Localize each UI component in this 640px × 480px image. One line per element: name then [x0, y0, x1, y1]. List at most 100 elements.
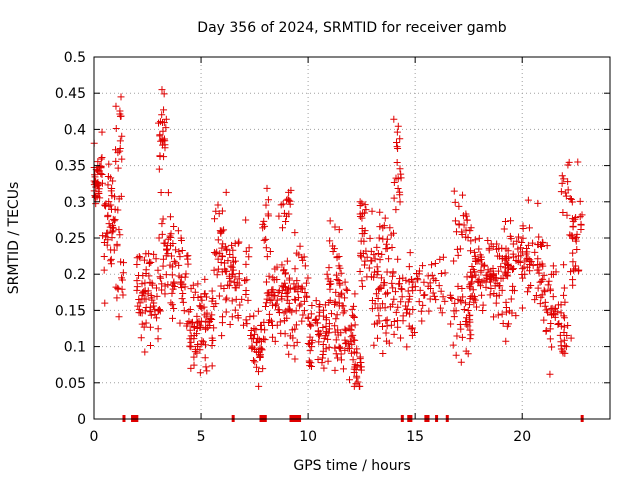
data-point: [341, 278, 349, 286]
data-point: [390, 318, 398, 326]
data-point: [356, 267, 364, 275]
data-point: [218, 244, 226, 252]
data-point: [543, 308, 551, 316]
data-point: [191, 288, 199, 296]
data-point: [339, 302, 347, 310]
data-point: [179, 290, 187, 298]
data-point: [163, 246, 171, 254]
data-point: [264, 212, 272, 220]
data-point: [563, 211, 571, 219]
data-point: [397, 334, 405, 342]
data-point: [168, 252, 176, 260]
data-point: [404, 298, 412, 306]
data-point: [218, 268, 226, 276]
data-point: [255, 382, 263, 390]
data-point: [379, 235, 387, 243]
data-point: [254, 307, 262, 315]
data-point: [531, 248, 539, 256]
data-point: [349, 331, 357, 339]
data-point: [549, 270, 557, 278]
data-point: [505, 307, 513, 315]
data-point: [176, 253, 184, 261]
data-point: [147, 292, 155, 300]
data-point: [552, 304, 560, 312]
data-point: [392, 174, 400, 182]
data-point: [451, 217, 459, 225]
data-point: [507, 295, 515, 303]
data-point: [196, 321, 204, 329]
data-point: [116, 107, 124, 115]
data-point: [106, 223, 114, 231]
data-point: [100, 266, 108, 274]
data-point: [562, 192, 570, 200]
data-point: [350, 336, 358, 344]
data-point: [418, 317, 426, 325]
data-point: [321, 301, 329, 309]
data-point: [394, 303, 402, 311]
data-point: [546, 287, 554, 295]
data-point: [500, 225, 508, 233]
y-tick-label: 0.2: [64, 267, 86, 283]
data-point: [152, 284, 160, 292]
data-point: [332, 315, 340, 323]
data-point: [407, 276, 415, 284]
data-point: [263, 295, 271, 303]
data-point: [357, 237, 365, 245]
data-point: [549, 262, 557, 270]
data-point: [218, 227, 226, 235]
data-point: [133, 260, 141, 268]
data-point: [539, 275, 547, 283]
data-point: [101, 201, 109, 209]
data-point: [386, 303, 394, 311]
data-point: [230, 278, 238, 286]
data-point: [473, 303, 481, 311]
data-point: [332, 336, 340, 344]
data-point: [261, 302, 269, 310]
data-point: [283, 314, 291, 322]
data-point: [466, 335, 474, 343]
data-point: [291, 325, 299, 333]
data-point: [155, 305, 163, 313]
data-point: [117, 258, 125, 266]
data-point: [396, 188, 404, 196]
data-point: [399, 274, 407, 282]
data-point: [486, 276, 494, 284]
data-point: [324, 357, 332, 365]
data-point: [475, 278, 483, 286]
data-point: [478, 291, 486, 299]
data-point: [447, 320, 455, 328]
data-point: [314, 356, 322, 364]
data-point: [158, 220, 166, 228]
data-point: [387, 321, 395, 329]
data-point: [318, 359, 326, 367]
data-point: [202, 363, 210, 371]
data-point: [228, 241, 236, 249]
data-point: [151, 310, 159, 318]
data-point: [523, 288, 531, 296]
data-point: [477, 282, 485, 290]
data-point: [154, 335, 162, 343]
data-point: [187, 343, 195, 351]
data-point: [560, 291, 568, 299]
data-point: [331, 366, 339, 374]
data-point: [515, 233, 523, 241]
data-point: [209, 336, 217, 344]
data-point: [160, 90, 168, 98]
data-point: [572, 213, 580, 221]
data-point: [529, 239, 537, 247]
data-point: [560, 314, 568, 322]
data-point: [282, 307, 290, 315]
data-point: [480, 276, 488, 284]
data-point: [200, 290, 208, 298]
data-point: [420, 291, 428, 299]
data-point: [162, 124, 170, 132]
data-point: [458, 333, 466, 341]
data-point: [265, 319, 273, 327]
data-point: [142, 295, 150, 303]
data-point: [543, 242, 551, 250]
data-point: [312, 315, 320, 323]
data-point: [464, 307, 472, 315]
data-point: [232, 295, 240, 303]
data-point: [264, 196, 272, 204]
